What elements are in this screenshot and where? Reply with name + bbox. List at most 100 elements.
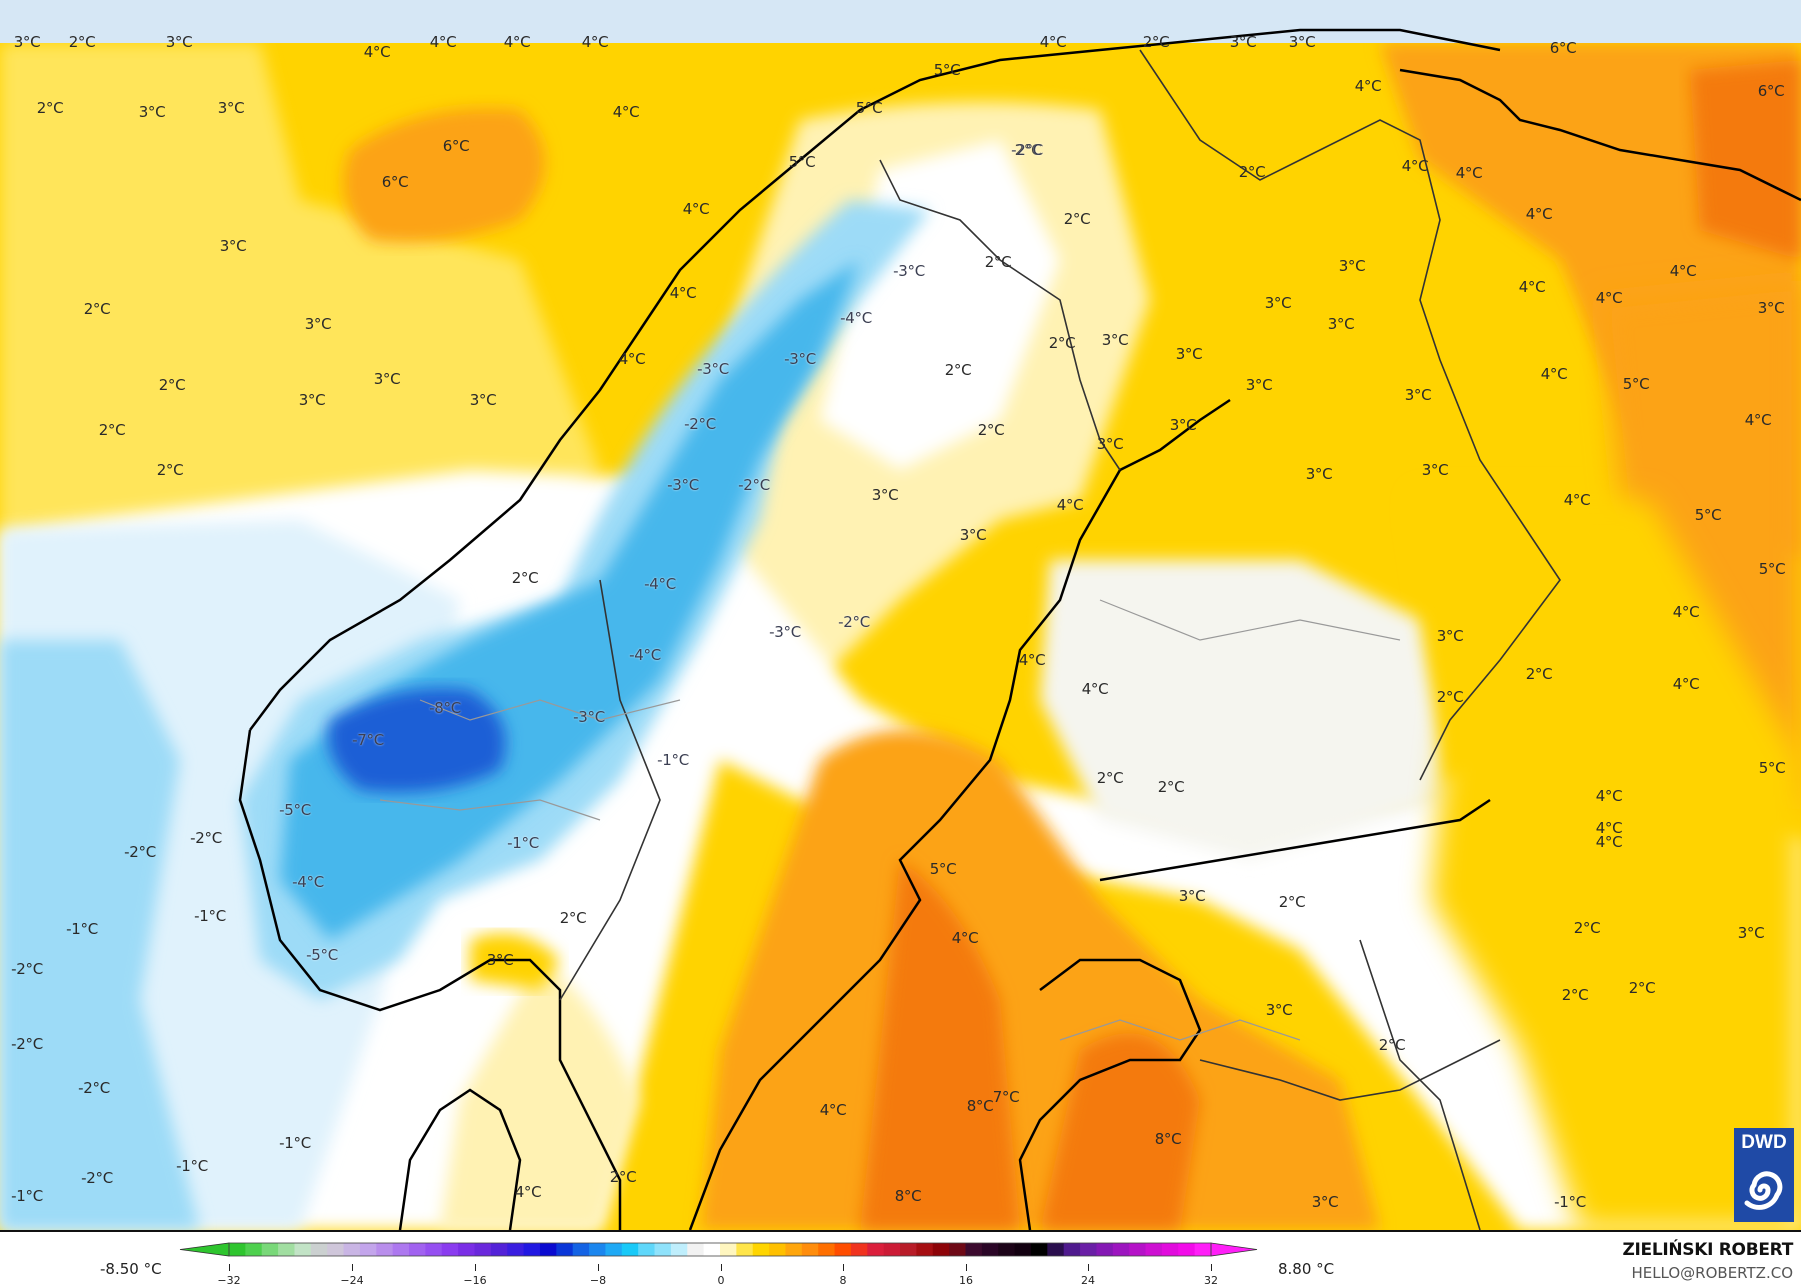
temperature-label: 4°C	[618, 350, 646, 368]
temperature-label: 4°C	[1081, 680, 1109, 698]
temperature-label: -3°C	[667, 476, 699, 494]
temperature-label: 6°C	[1549, 39, 1577, 57]
map-background	[0, 0, 1801, 1230]
temperature-label: 4°C	[1595, 289, 1623, 307]
temperature-label: 5°C	[929, 860, 957, 878]
temperature-label: 4°C	[363, 43, 391, 61]
temperature-label: 3°C	[469, 391, 497, 409]
temperature-label: 4°C	[1525, 205, 1553, 223]
temperature-label: 2°C	[1096, 769, 1124, 787]
temperature-label: 4°C	[1354, 77, 1382, 95]
temperature-label: 3°C	[1229, 33, 1257, 51]
temperature-label: 2°C	[1573, 919, 1601, 937]
colorbar-tick-label: 24	[1081, 1274, 1095, 1287]
temperature-label: 3°C	[138, 103, 166, 121]
temperature-label: 4°C	[1595, 787, 1623, 805]
temperature-label: 3°C	[1327, 315, 1355, 333]
temperature-label: 2°C	[1378, 1036, 1406, 1054]
temperature-label: -7°C	[352, 731, 384, 749]
temperature-label: 2°C	[609, 1168, 637, 1186]
temperature-label: -2°C	[81, 1169, 113, 1187]
temperature-label: 5°C	[1758, 560, 1786, 578]
temperature-label: -2°C	[124, 843, 156, 861]
temperature-label: -1°C	[279, 1134, 311, 1152]
colorbar-tick	[1088, 1264, 1089, 1271]
colorbar-tick-label: −8	[589, 1274, 607, 1287]
dwd-logo-text: DWD	[1741, 1132, 1787, 1153]
temperature-label: 3°C	[1264, 294, 1292, 312]
temperature-label: 4°C	[1672, 603, 1700, 621]
colorbar-tick	[352, 1264, 353, 1271]
temperature-label: 2°C	[156, 461, 184, 479]
author-email: HELLO@ROBERTZ.CO	[1631, 1264, 1793, 1282]
temperature-label: 3°C	[1421, 461, 1449, 479]
temperature-label: 2°C	[36, 99, 64, 117]
temperature-label: 2°C	[1278, 893, 1306, 911]
colorbar-tick-label: −16	[463, 1274, 487, 1287]
temperature-label: 4°C	[1595, 833, 1623, 851]
temperature-label: 5°C	[933, 61, 961, 79]
temperature-label: 4°C	[682, 200, 710, 218]
temperature-label: 2°C	[1628, 979, 1656, 997]
temperature-label: 6°C	[442, 137, 470, 155]
temperature-label: 2°C	[68, 33, 96, 51]
colorbar: -8.50 °C −32 −24 −16 −8 0 8 16 24 32 8.80 °C ZIE…	[0, 1232, 1801, 1287]
temperature-label: 2°C	[158, 376, 186, 394]
colorbar-min-label: -8.50 °C	[100, 1260, 162, 1278]
temperature-label: -4°C	[644, 575, 676, 593]
temperature-label: -2°C	[1011, 141, 1043, 159]
temperature-label: 2°C	[559, 909, 587, 927]
temperature-label: -3°C	[697, 360, 729, 378]
temperature-label: 3°C	[1288, 33, 1316, 51]
temperature-label: 3°C	[13, 33, 41, 51]
temperature-label: 4°C	[1056, 496, 1084, 514]
temperature-label: 3°C	[871, 486, 899, 504]
temperature-label: 8°C	[894, 1187, 922, 1205]
temperature-label: 3°C	[373, 370, 401, 388]
temperature-label: 2°C	[1561, 986, 1589, 1004]
temperature-label: 4°C	[1455, 164, 1483, 182]
temperature-label: -5°C	[279, 801, 311, 819]
temperature-label: 3°C	[1436, 627, 1464, 645]
temperature-label: 3°C	[1101, 331, 1129, 349]
temperature-label: 2°C	[511, 569, 539, 587]
temperature-label: -1°C	[657, 751, 689, 769]
temperature-label: 2°C	[984, 253, 1012, 271]
temperature-label: 2°C	[1157, 778, 1185, 796]
temperature-label: -8°C	[429, 699, 461, 717]
temperature-label: -1°C	[66, 920, 98, 938]
temperature-label: 3°C	[1404, 386, 1432, 404]
temperature-label: 3°C	[1175, 345, 1203, 363]
temperature-label: -2°C	[838, 613, 870, 631]
national-borders	[559, 49, 1561, 1230]
colorbar-tick-label: 32	[1204, 1274, 1218, 1287]
temperature-label: -4°C	[292, 873, 324, 891]
temperature-label: -4°C	[629, 646, 661, 664]
temperature-label: 4°C	[1540, 365, 1568, 383]
dwd-logo: DWD	[1734, 1128, 1794, 1222]
temperature-label: 5°C	[855, 99, 883, 117]
temperature-label: 2°C	[83, 300, 111, 318]
temperature-label: 7°C	[992, 1088, 1020, 1106]
temperature-label: 4°C	[1744, 411, 1772, 429]
temperature-label: 2°C	[1048, 334, 1076, 352]
colorbar-tick-label: −24	[340, 1274, 364, 1287]
colorbar-tick	[843, 1264, 844, 1271]
temperature-label: 3°C	[1737, 924, 1765, 942]
temperature-label: 2°C	[98, 421, 126, 439]
dwd-spiral-icon	[1744, 1171, 1783, 1210]
colorbar-tick-label: 8	[839, 1274, 847, 1287]
temperature-label: -2°C	[684, 415, 716, 433]
colorbar-tick	[475, 1264, 476, 1271]
temperature-label: 4°C	[951, 929, 979, 947]
temperature-label: 2°C	[1063, 210, 1091, 228]
temperature-label: 3°C	[217, 99, 245, 117]
temperature-label: 6°C	[381, 173, 409, 191]
temperature-label: 2°C	[1436, 688, 1464, 706]
colorbar-gradient	[179, 1242, 1258, 1257]
temperature-label: 3°C	[1338, 257, 1366, 275]
colorbar-tick-label: 0	[717, 1274, 725, 1287]
author-credit: ZIELIŃSKI ROBERT	[1622, 1240, 1793, 1260]
temperature-label: 4°C	[1401, 157, 1429, 175]
temperature-label: 3°C	[165, 33, 193, 51]
